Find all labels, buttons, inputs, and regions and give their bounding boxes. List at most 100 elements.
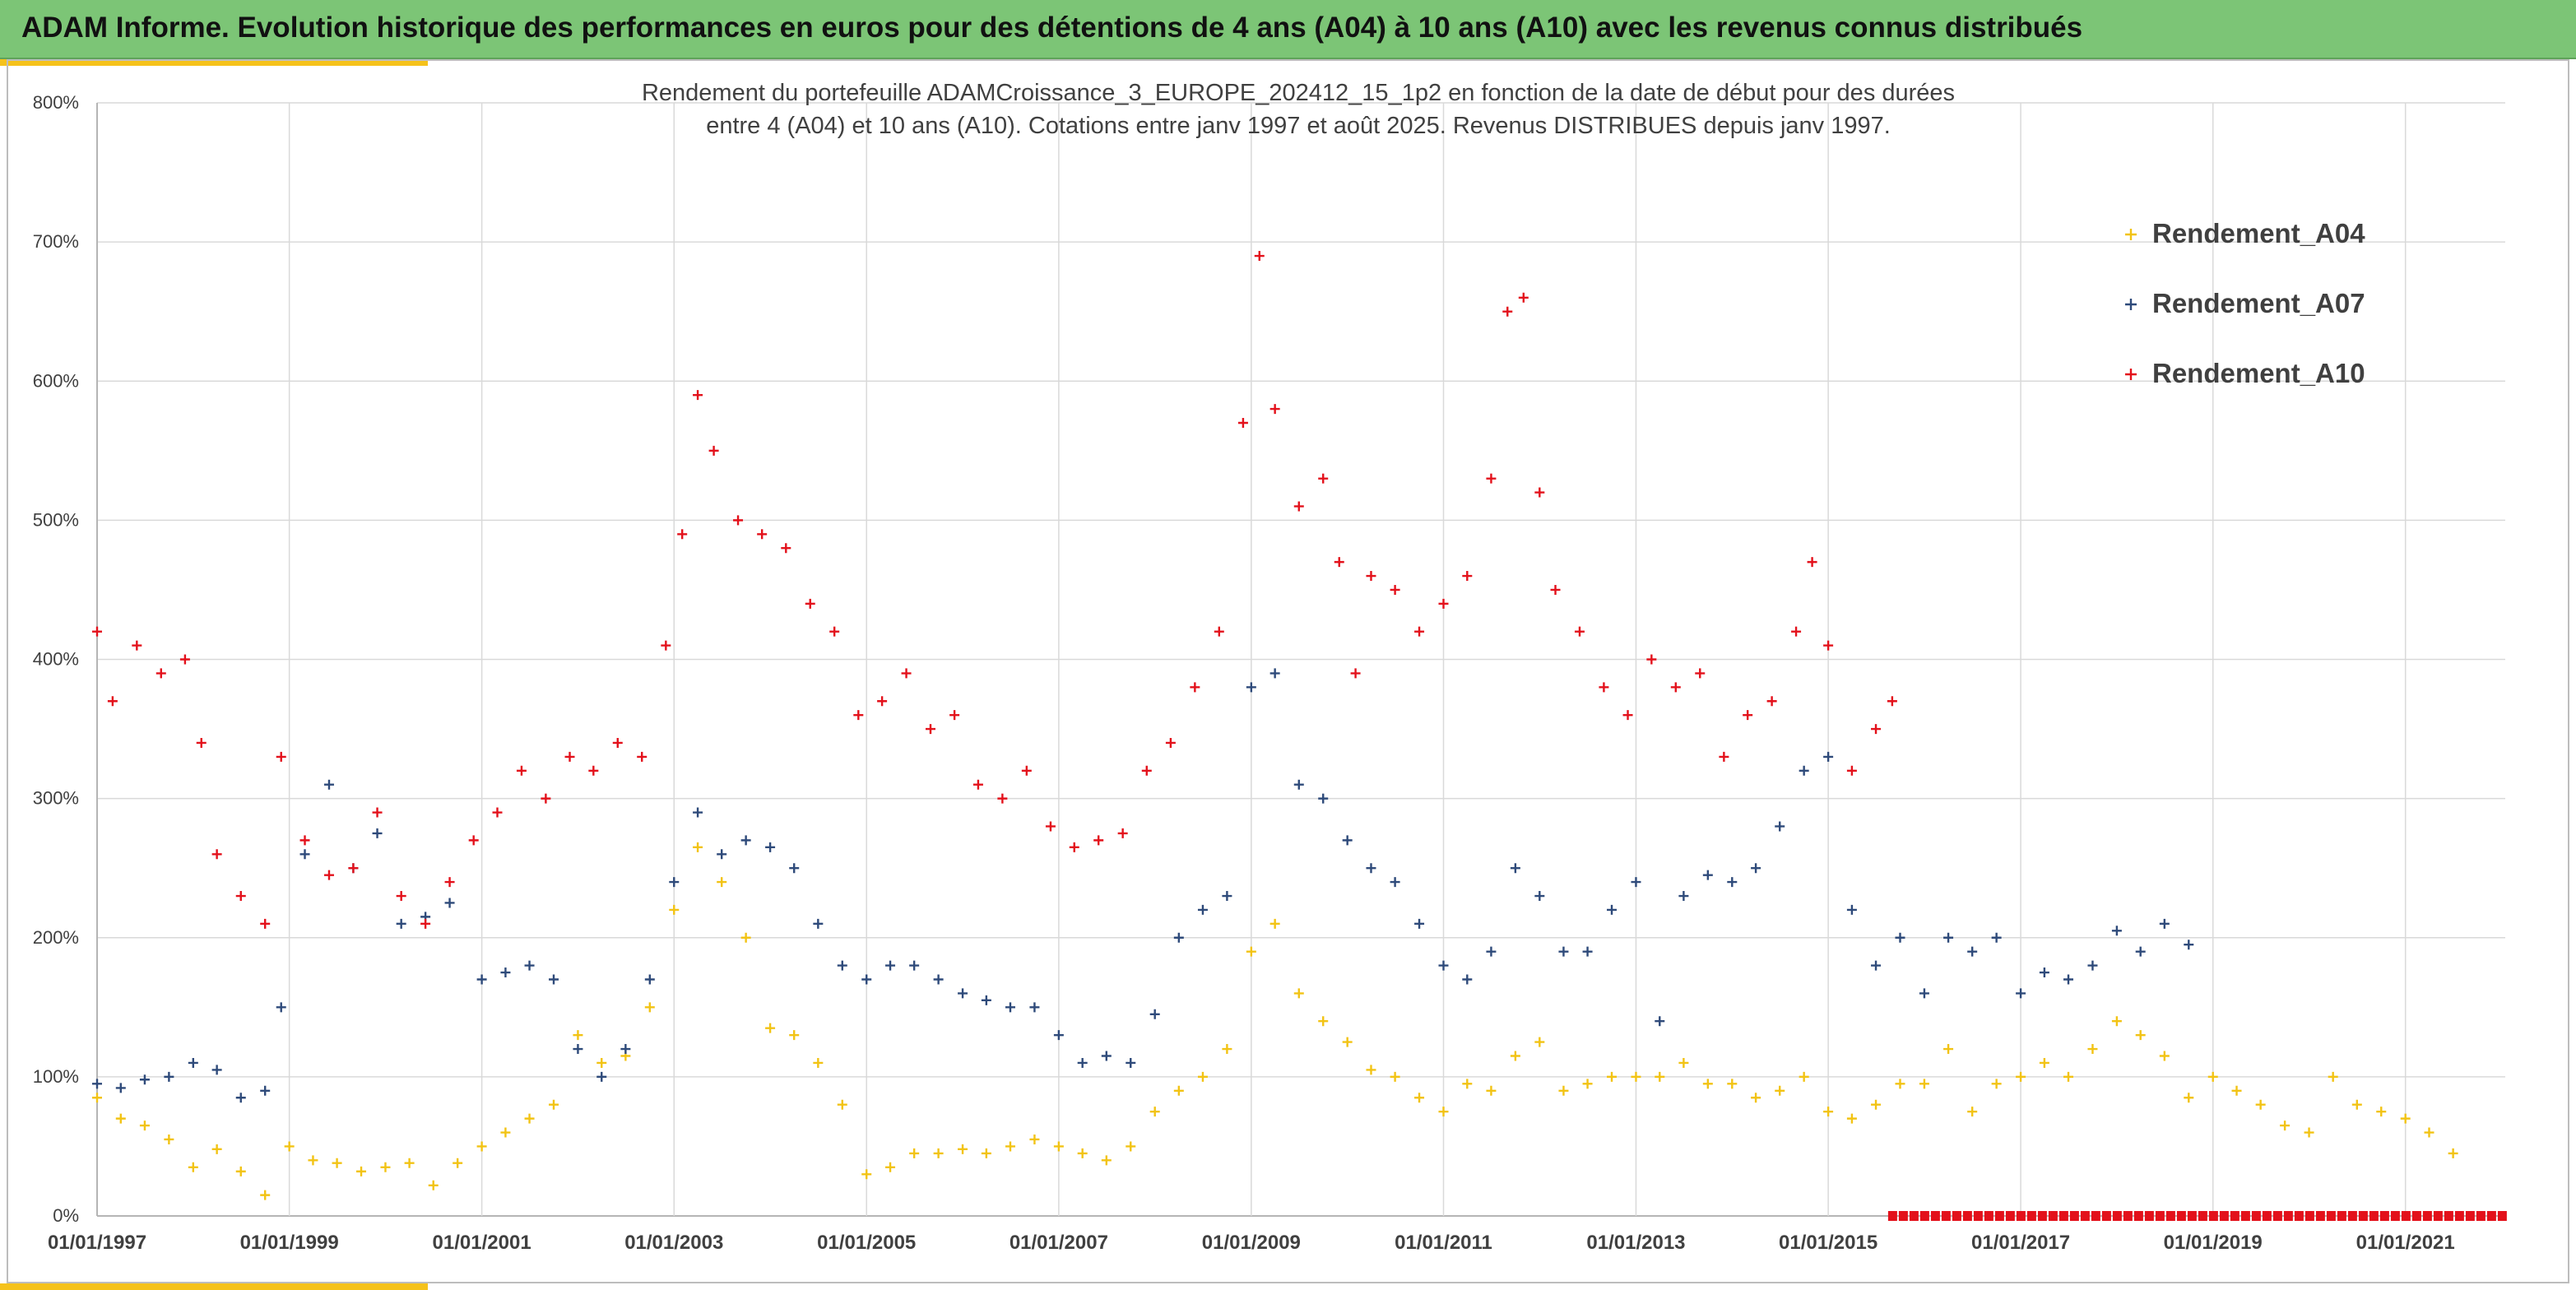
data-point — [420, 918, 431, 929]
data-point — [708, 445, 719, 456]
data-point — [476, 1141, 487, 1152]
data-point — [2159, 1051, 2170, 1061]
data-point — [1077, 1057, 1088, 1068]
distribution-marker — [2390, 1211, 2400, 1221]
data-point — [548, 1099, 559, 1110]
data-point — [1799, 1071, 1809, 1082]
distribution-marker — [2411, 1211, 2421, 1221]
data-point — [861, 1169, 872, 1180]
data-point — [2351, 1099, 2362, 1110]
data-point — [107, 696, 118, 707]
distribution-marker — [2347, 1211, 2357, 1221]
data-point — [428, 1180, 439, 1190]
data-point — [92, 1093, 102, 1103]
data-point — [1126, 1057, 1136, 1068]
distribution-marker — [2358, 1211, 2368, 1221]
distribution-marker — [1973, 1211, 1983, 1221]
distribution-marker — [2251, 1211, 2261, 1221]
data-point — [492, 807, 503, 818]
data-point — [1293, 779, 1304, 790]
data-point — [524, 960, 535, 971]
data-point — [323, 779, 334, 790]
y-tick-label: 800% — [33, 92, 79, 113]
distribution-marker — [2262, 1211, 2272, 1221]
data-point — [1895, 1079, 1905, 1089]
distribution-marker — [1984, 1211, 1993, 1221]
x-tick-label: 01/01/1999 — [240, 1232, 339, 1254]
data-point — [789, 1030, 800, 1041]
data-point — [164, 1071, 174, 1082]
data-point — [1799, 765, 1809, 776]
distribution-marker — [2165, 1211, 2175, 1221]
distribution-marker — [2091, 1211, 2100, 1221]
data-point — [2135, 946, 2146, 957]
data-point — [813, 1057, 824, 1068]
data-point — [1390, 584, 1400, 595]
data-point — [1655, 1071, 1665, 1082]
legend: Rendement_A04 Rendement_A07 Rendement_A10 — [2125, 218, 2365, 388]
distribution-marker — [2401, 1211, 2411, 1221]
data-point — [2207, 1071, 2218, 1082]
x-tick-label: 01/01/2019 — [2164, 1232, 2263, 1254]
data-point — [1318, 1016, 1329, 1027]
y-tick-label: 0% — [53, 1205, 79, 1226]
data-point — [837, 960, 847, 971]
data-point — [620, 1044, 631, 1055]
data-point — [211, 1144, 222, 1154]
data-point — [1390, 877, 1400, 888]
data-point — [1967, 1107, 1978, 1117]
data-point — [1943, 1044, 1954, 1055]
distribution-marker — [2048, 1211, 2058, 1221]
distribution-marker — [1952, 1211, 1961, 1221]
data-point — [1582, 946, 1593, 957]
data-point — [1727, 877, 1738, 888]
data-point — [1823, 1107, 1834, 1117]
data-point — [933, 1148, 944, 1158]
data-point — [132, 640, 142, 651]
distribution-markers — [1887, 1211, 2507, 1221]
data-point — [155, 668, 166, 679]
data-point — [1991, 932, 2002, 943]
data-point — [1895, 932, 1905, 943]
data-point — [1190, 682, 1200, 693]
data-point — [1599, 682, 1609, 693]
accent-bar-top — [0, 59, 428, 66]
data-point — [115, 1083, 126, 1093]
data-point — [1486, 946, 1497, 957]
header-banner: ADAM Informe. Evolution historique des p… — [0, 0, 2576, 59]
data-point — [861, 974, 872, 985]
data-point — [677, 529, 688, 540]
data-point — [1678, 891, 1689, 902]
data-point — [693, 390, 703, 401]
data-point — [1751, 863, 1761, 874]
y-tick-label: 700% — [33, 231, 79, 252]
data-point — [260, 918, 271, 929]
data-point — [1534, 487, 1545, 498]
data-point — [211, 1065, 222, 1075]
data-point — [661, 640, 671, 651]
data-point — [1558, 1085, 1569, 1096]
data-point — [2039, 968, 2049, 978]
data-point — [573, 1030, 583, 1041]
data-point — [1269, 668, 1280, 679]
distribution-marker — [1962, 1211, 1972, 1221]
data-point — [1318, 793, 1329, 804]
data-point — [765, 842, 776, 852]
data-point — [188, 1162, 198, 1172]
distribution-marker — [2465, 1211, 2475, 1221]
distribution-marker — [1994, 1211, 2004, 1221]
data-point — [2135, 1030, 2146, 1041]
x-tick-label: 01/01/2005 — [817, 1232, 916, 1254]
x-tick-label: 01/01/2013 — [1586, 1232, 1685, 1254]
distribution-marker — [2219, 1211, 2229, 1221]
data-point — [260, 1190, 271, 1200]
data-point — [1807, 557, 1817, 568]
distribution-marker — [2058, 1211, 2068, 1221]
data-point — [813, 918, 824, 929]
data-point — [1622, 710, 1633, 721]
data-point — [476, 974, 487, 985]
data-point — [2328, 1071, 2338, 1082]
data-point — [909, 960, 920, 971]
data-point — [1197, 904, 1208, 915]
chart-title-line-1: Rendement du portefeuille ADAMCroissance… — [642, 80, 1955, 106]
